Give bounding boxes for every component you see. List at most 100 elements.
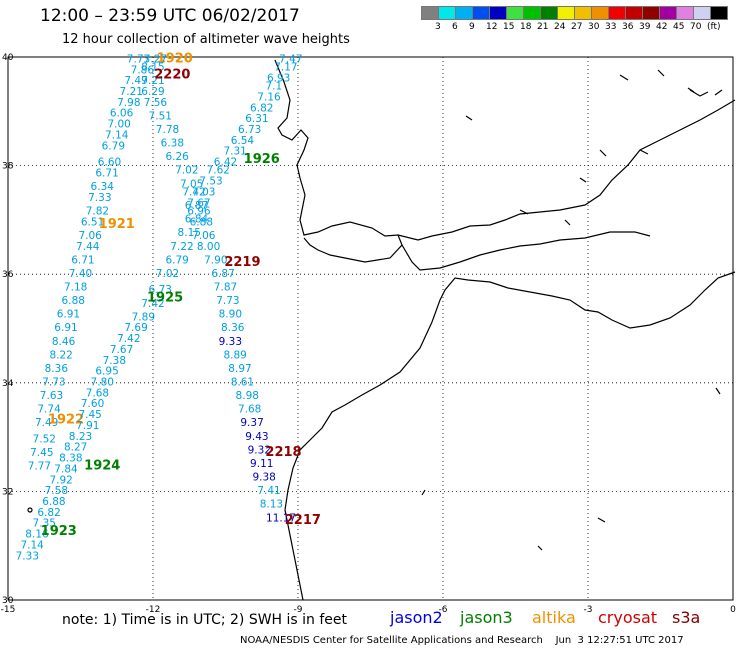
wave-height-value: 7.42 [141, 298, 164, 310]
wave-height-value: 7.14 [20, 539, 44, 551]
page-title: 12:00 – 23:59 UTC 06/02/2017 [40, 6, 300, 26]
wave-height-value: 6.34 [91, 181, 115, 193]
wave-height-value: 8.98 [236, 390, 259, 402]
wave-height-value: 9.33 [219, 336, 242, 348]
color-scale-label: 24 [554, 22, 566, 32]
color-swatch [523, 6, 541, 20]
wave-height-value: 8.90 [219, 309, 242, 321]
wave-height-value: 9.37 [240, 417, 263, 429]
lat-tick-label: 36 [2, 270, 14, 280]
wave-height-value: 7.45 [30, 447, 53, 459]
wave-height-value: 7.60 [81, 398, 104, 410]
color-swatch [438, 6, 456, 20]
wave-height-value: 6.82 [250, 102, 273, 114]
wave-height-value: 7.18 [64, 281, 87, 293]
lat-tick-label: 40 [2, 53, 14, 63]
wave-height-value: 7.02 [156, 268, 179, 280]
axis-labels: 40 38 36 34 32 30-15 -12 -9 -6 -3 0 [1, 53, 736, 615]
wave-height-value: 7.27 [144, 53, 167, 65]
iberia-coastline [274, 59, 403, 263]
wave-height-value: 7.73 [216, 295, 239, 307]
wave-height-value: 7.47 [279, 53, 302, 65]
lon-tick-label: -9 [294, 605, 303, 615]
wave-height-value: 7.74 [37, 404, 61, 416]
units-note: note: 1) Time is in UTC; 2) SWH is in fe… [62, 612, 348, 628]
wave-height-value: 7.87 [214, 281, 237, 293]
map-frame [7, 56, 734, 601]
wave-height-value: 7.21 [141, 75, 164, 87]
color-scale-label: 30 [588, 22, 600, 32]
wave-height-value: 7.06 [192, 230, 216, 242]
wave-height-value: 6.95 [95, 366, 118, 378]
wave-height-value: 8.36 [221, 322, 245, 334]
lat-tick-label: 38 [2, 162, 14, 172]
wave-height-value: 7.35 [33, 518, 56, 530]
lat-tick-label: 32 [2, 487, 13, 497]
wave-height-value: 6.29 [141, 86, 164, 98]
track-time-label: 1921 [99, 217, 135, 232]
wave-height-value: 8.16 [25, 529, 49, 541]
wave-height-value: 7.05 [180, 178, 203, 190]
wave-height-value: 7.33 [88, 192, 111, 204]
wave-height-value: 7.92 [49, 474, 72, 486]
color-scale-label: 42 [656, 22, 668, 32]
satellite-cryosat: cryosat [598, 608, 658, 627]
color-scale-label: 70 [690, 22, 702, 32]
wave-height-value: 7.06 [78, 230, 102, 242]
wave-height-value: 7.86 [131, 64, 155, 76]
wave-height-value: 7.00 [107, 119, 130, 131]
color-scale-label: 45 [673, 22, 685, 32]
satellite-s3a: s3a [672, 608, 701, 627]
wave-height-value: 7.98 [117, 97, 140, 109]
track-2217: 9.338.89 8.97 8.618.98 7.689.37 9.439.32 9.11… [219, 336, 321, 528]
wave-height-value: 7.42 [182, 186, 205, 198]
wave-height-value: 7.56 [144, 97, 168, 109]
track-time-label: 1920 [157, 51, 193, 66]
color-scale-label: 9 [469, 22, 475, 32]
wave-height-value: 7.69 [124, 322, 147, 334]
wave-height-value: 6.87 [185, 200, 208, 212]
footer-credit: NOAA/NESDIS Center for Satellite Applica… [240, 635, 684, 646]
wave-height-value: 7.68 [86, 387, 109, 399]
wave-height-value: 11.17 [266, 512, 296, 524]
wave-height-value: 7.78 [156, 124, 179, 136]
color-swatch [676, 6, 694, 20]
wave-height-value: 7.58 [45, 485, 68, 497]
wave-height-value: 8.36 [45, 363, 69, 375]
color-swatch [472, 6, 490, 20]
color-scale-label: 6 [452, 22, 458, 32]
lon-tick-label: -15 [1, 605, 16, 615]
gibraltar-north [401, 231, 651, 271]
color-scale-legend [421, 6, 728, 20]
color-swatch [642, 6, 660, 20]
wave-height-value: 7.21 [120, 86, 143, 98]
wave-height-value: 7.90 [204, 254, 227, 266]
lat-lon-grid [7, 56, 734, 601]
wave-height-value: 9.43 [245, 431, 268, 443]
wave-height-value: 9.32 [248, 444, 271, 456]
wave-height-value: 6.06 [110, 108, 134, 120]
wave-height-value: 8.00 [197, 241, 220, 253]
track-2220: 2220 [154, 68, 190, 83]
color-swatch [693, 6, 711, 20]
lat-tick-label: 34 [2, 379, 14, 389]
wave-height-value: 6.84 [185, 214, 209, 226]
wave-height-value: 6.42 [214, 157, 237, 169]
wave-height-value: 7.67 [110, 344, 133, 356]
wave-height-value: 7.22 [170, 241, 193, 253]
wave-height-value: 8.15 [178, 227, 201, 239]
morocco-coastline [284, 271, 736, 601]
color-swatch [710, 6, 728, 20]
page-subtitle: 12 hour collection of altimeter wave hei… [62, 32, 350, 47]
wave-height-value: 6.71 [71, 254, 94, 266]
wave-height-value: 7.49 [35, 417, 58, 429]
color-scale-label: 12 [486, 22, 498, 32]
wave-height-value: 7.17 [274, 62, 297, 74]
track-time-label: 2217 [285, 513, 321, 528]
lon-tick-label: -3 [584, 605, 593, 615]
track-1925: 1925 [147, 290, 183, 305]
track-2218: 2218 [265, 445, 301, 460]
wave-height-value: 7.44 [76, 241, 100, 253]
color-scale-label: (ft) [707, 22, 721, 32]
